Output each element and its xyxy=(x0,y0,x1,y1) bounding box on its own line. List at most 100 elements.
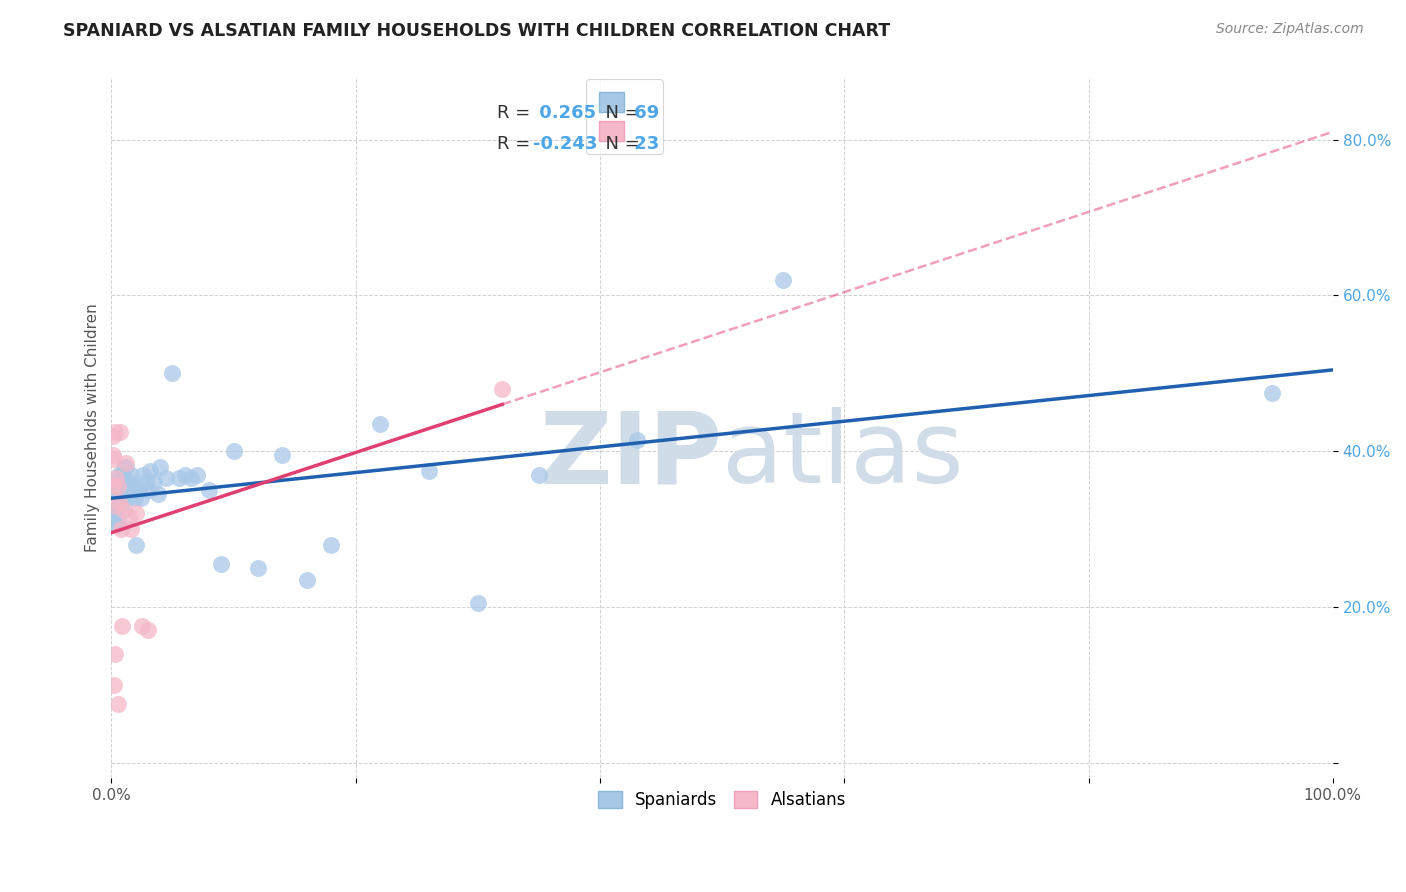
Point xyxy=(125,538,148,552)
Point xyxy=(125,507,148,521)
Point xyxy=(122,487,145,501)
Point xyxy=(120,522,142,536)
Point xyxy=(143,475,166,490)
Point xyxy=(107,698,129,712)
Point xyxy=(103,514,125,528)
Point xyxy=(127,483,149,497)
Point xyxy=(110,483,132,497)
Point xyxy=(107,467,129,482)
Point xyxy=(120,467,142,482)
Point xyxy=(107,491,129,505)
Point xyxy=(321,538,343,552)
Point xyxy=(101,510,124,524)
Point xyxy=(146,487,169,501)
Point xyxy=(108,487,131,501)
Point xyxy=(418,464,440,478)
Text: R =: R = xyxy=(498,135,530,153)
Point xyxy=(246,561,269,575)
Point xyxy=(107,514,129,528)
Point xyxy=(107,495,129,509)
Point xyxy=(107,479,129,493)
Point xyxy=(368,417,391,431)
Point xyxy=(101,495,124,509)
Point xyxy=(104,514,127,528)
Point xyxy=(101,448,124,462)
Point xyxy=(103,452,125,467)
Point xyxy=(135,475,157,490)
Point xyxy=(101,479,124,493)
Point xyxy=(162,367,184,381)
Point xyxy=(129,491,152,505)
Point xyxy=(117,475,139,490)
Point xyxy=(117,510,139,524)
Point xyxy=(139,464,162,478)
Text: 0.265: 0.265 xyxy=(533,104,596,122)
Text: 69: 69 xyxy=(628,104,659,122)
Point xyxy=(117,491,139,505)
Point xyxy=(104,487,127,501)
Text: Source: ZipAtlas.com: Source: ZipAtlas.com xyxy=(1216,22,1364,37)
Point xyxy=(114,487,136,501)
Point xyxy=(1260,385,1282,400)
Point xyxy=(105,471,128,485)
Point xyxy=(295,573,318,587)
Point xyxy=(103,507,125,521)
Point xyxy=(111,475,134,490)
Point xyxy=(112,459,135,474)
Point xyxy=(105,495,128,509)
Point xyxy=(103,491,125,505)
Point xyxy=(173,467,195,482)
Point xyxy=(104,499,127,513)
Point xyxy=(198,483,221,497)
Text: atlas: atlas xyxy=(723,408,963,504)
Point xyxy=(104,475,127,490)
Point xyxy=(180,471,202,485)
Point xyxy=(104,507,127,521)
Point xyxy=(115,459,138,474)
Point xyxy=(186,467,208,482)
Point xyxy=(101,428,124,442)
Point xyxy=(103,499,125,513)
Text: ZIP: ZIP xyxy=(540,408,723,504)
Point xyxy=(107,502,129,516)
Point xyxy=(112,502,135,516)
Point xyxy=(103,678,125,692)
Point xyxy=(222,444,245,458)
Point xyxy=(101,502,124,516)
Y-axis label: Family Households with Children: Family Households with Children xyxy=(86,303,100,552)
Point xyxy=(209,557,232,571)
Point xyxy=(467,596,489,610)
Point xyxy=(772,273,794,287)
Text: N =: N = xyxy=(593,104,640,122)
Point xyxy=(626,433,648,447)
Point xyxy=(105,518,128,533)
Point xyxy=(110,522,132,536)
Point xyxy=(527,467,550,482)
Point xyxy=(124,491,146,505)
Point xyxy=(108,499,131,513)
Text: SPANIARD VS ALSATIAN FAMILY HOUSEHOLDS WITH CHILDREN CORRELATION CHART: SPANIARD VS ALSATIAN FAMILY HOUSEHOLDS W… xyxy=(63,22,890,40)
Point xyxy=(115,456,138,470)
Legend: Spaniards, Alsatians: Spaniards, Alsatians xyxy=(592,784,852,815)
Point xyxy=(155,471,177,485)
Text: R =: R = xyxy=(498,104,530,122)
Point xyxy=(136,483,159,497)
Point xyxy=(167,471,190,485)
Text: -0.243: -0.243 xyxy=(533,135,598,153)
Point xyxy=(112,475,135,490)
Point xyxy=(271,448,294,462)
Point xyxy=(104,425,127,439)
Point xyxy=(149,459,172,474)
Point xyxy=(104,647,127,661)
Point xyxy=(105,499,128,513)
Text: N =: N = xyxy=(593,135,640,153)
Point xyxy=(121,479,143,493)
Point xyxy=(107,475,129,490)
Point xyxy=(110,467,132,482)
Point xyxy=(136,624,159,638)
Point xyxy=(131,619,153,633)
Point xyxy=(132,467,155,482)
Point xyxy=(107,483,129,497)
Text: 23: 23 xyxy=(628,135,659,153)
Point xyxy=(108,425,131,439)
